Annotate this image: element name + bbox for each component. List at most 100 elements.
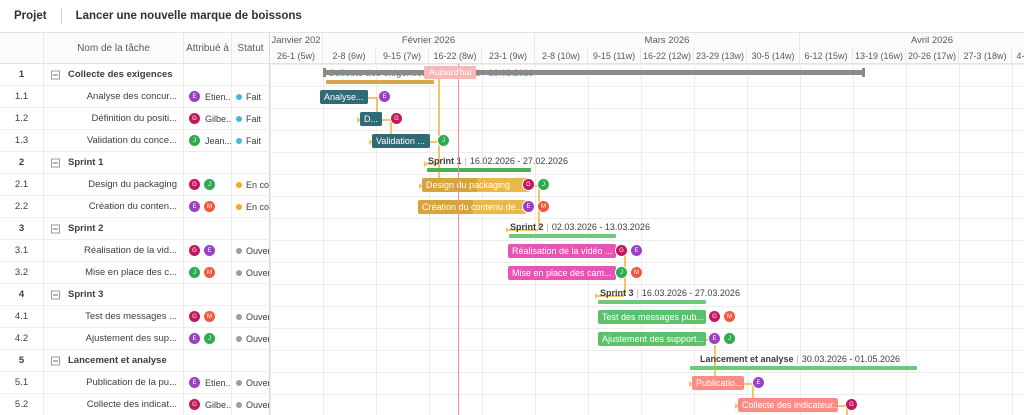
table-row[interactable]: 1.3 Validation du conce... J Jean... Fait xyxy=(0,130,270,152)
row-task-name[interactable]: Collecte des exigences xyxy=(44,64,184,85)
group-summary-bar[interactable] xyxy=(598,300,706,304)
timeline-panel[interactable]: Janvier 202 Février 2026 Mars 2026 Avril 20… xyxy=(270,32,1024,415)
gantt-task-bar[interactable]: Collecte des indicateur... xyxy=(738,398,838,412)
bar-assignee-group[interactable]: G xyxy=(845,398,858,411)
bar-assignee-group[interactable]: E xyxy=(378,90,391,103)
row-task-name[interactable]: Réalisation de la vid... xyxy=(44,240,184,261)
column-header-status[interactable]: Statut xyxy=(232,33,270,63)
avatar[interactable]: G xyxy=(188,112,201,125)
collapse-toggle-icon[interactable] xyxy=(51,158,60,167)
table-row[interactable]: 2 Sprint 1 xyxy=(0,152,270,174)
row-task-name[interactable]: Ajustement des sup... xyxy=(44,328,184,349)
collapse-toggle-icon[interactable] xyxy=(51,356,60,365)
table-row[interactable]: 5.2 Collecte des indicat... G Gilbe... Ouver… xyxy=(0,394,270,415)
row-status[interactable] xyxy=(232,218,270,239)
row-assignees[interactable]: J Jean... xyxy=(184,130,232,151)
avatar[interactable]: J xyxy=(437,134,450,147)
avatar[interactable]: M xyxy=(203,310,216,323)
avatar[interactable]: M xyxy=(537,200,550,213)
row-status[interactable] xyxy=(232,350,270,371)
row-assignees[interactable] xyxy=(184,64,232,85)
row-assignees[interactable]: E Etien... xyxy=(184,372,232,393)
gantt-task-bar[interactable]: Validation ... xyxy=(372,134,430,148)
row-status[interactable]: Ouvert xyxy=(232,240,270,261)
avatar[interactable]: J xyxy=(188,134,201,147)
column-header-assignee[interactable]: Attribué à xyxy=(184,33,232,63)
row-task-name[interactable]: Publication de la pu... xyxy=(44,372,184,393)
group-summary-bar[interactable] xyxy=(427,168,531,172)
row-task-name[interactable]: Mise en place des c... xyxy=(44,262,184,283)
group-summary-bar[interactable] xyxy=(326,80,434,84)
table-row[interactable]: 1 Collecte des exigences xyxy=(0,64,270,86)
row-task-name[interactable]: Définition du positi... xyxy=(44,108,184,129)
row-task-name[interactable]: Test des messages ... xyxy=(44,306,184,327)
avatar[interactable]: E xyxy=(188,200,201,213)
avatar[interactable]: M xyxy=(630,266,643,279)
timeline-body[interactable]: Collecte des exigences|02.02.2026 - 13.0… xyxy=(270,64,1024,415)
avatar[interactable]: E xyxy=(188,90,201,103)
row-status[interactable]: Ouvert xyxy=(232,328,270,349)
bar-assignee-group[interactable]: E xyxy=(752,376,765,389)
avatar[interactable]: E xyxy=(630,244,643,257)
avatar[interactable]: J xyxy=(188,266,201,279)
row-task-name[interactable]: Sprint 1 xyxy=(44,152,184,173)
avatar[interactable]: M xyxy=(203,200,216,213)
avatar[interactable]: J xyxy=(537,178,550,191)
table-row[interactable]: 5 Lancement et analyse xyxy=(0,350,270,372)
table-row[interactable]: 3 Sprint 2 xyxy=(0,218,270,240)
avatar[interactable]: G xyxy=(188,398,201,411)
table-row[interactable]: 4.2 Ajustement des sup... EJ Ouvert xyxy=(0,328,270,350)
avatar[interactable]: E xyxy=(188,376,201,389)
avatar[interactable]: M xyxy=(723,310,736,323)
gantt-task-bar[interactable]: Publicatio... xyxy=(692,376,744,390)
row-status[interactable]: Fait xyxy=(232,108,270,129)
row-status[interactable]: Fait xyxy=(232,130,270,151)
gantt-task-bar[interactable]: Test des messages pub... xyxy=(598,310,706,324)
table-row[interactable]: 2.2 Création du conten... EM En cour xyxy=(0,196,270,218)
row-assignees[interactable]: G Gilbe... xyxy=(184,394,232,415)
row-assignees[interactable]: E Etien... xyxy=(184,86,232,107)
row-assignees[interactable]: G Gilbe... xyxy=(184,108,232,129)
row-status[interactable]: Fait xyxy=(232,86,270,107)
row-status[interactable]: En cour xyxy=(232,196,270,217)
gantt-task-bar[interactable]: Design du packaging xyxy=(422,178,530,192)
avatar[interactable]: J xyxy=(723,332,736,345)
table-row[interactable]: 2.1 Design du packaging GJ En cour xyxy=(0,174,270,196)
avatar[interactable]: G xyxy=(188,244,201,257)
row-task-name[interactable]: Analyse des concur... xyxy=(44,86,184,107)
avatar[interactable]: J xyxy=(203,178,216,191)
avatar[interactable]: M xyxy=(203,266,216,279)
row-task-name[interactable]: Création du conten... xyxy=(44,196,184,217)
row-status[interactable] xyxy=(232,152,270,173)
row-task-name[interactable]: Sprint 2 xyxy=(44,218,184,239)
gantt-task-bar[interactable]: Mise en place des cam... xyxy=(508,266,616,280)
table-row[interactable]: 1.1 Analyse des concur... E Etien... Fait xyxy=(0,86,270,108)
row-task-name[interactable]: Validation du conce... xyxy=(44,130,184,151)
avatar[interactable]: E xyxy=(188,332,201,345)
collapse-toggle-icon[interactable] xyxy=(51,70,60,79)
table-row[interactable]: 4.1 Test des messages ... GM Ouvert xyxy=(0,306,270,328)
row-assignees[interactable] xyxy=(184,152,232,173)
gantt-task-bar[interactable]: Création du contenu de... xyxy=(418,200,526,214)
row-status[interactable] xyxy=(232,284,270,305)
table-row[interactable]: 4 Sprint 3 xyxy=(0,284,270,306)
bar-assignee-group[interactable]: J xyxy=(437,134,450,147)
row-task-name[interactable]: Lancement et analyse xyxy=(44,350,184,371)
table-row[interactable]: 3.1 Réalisation de la vid... GE Ouvert xyxy=(0,240,270,262)
group-summary-bar[interactable] xyxy=(509,234,616,238)
gantt-task-bar[interactable]: Analyse... xyxy=(320,90,368,104)
row-status[interactable]: Ouvert xyxy=(232,262,270,283)
gantt-task-bar[interactable]: Réalisation de la vidéo ... xyxy=(508,244,616,258)
avatar[interactable]: G xyxy=(390,112,403,125)
collapse-toggle-icon[interactable] xyxy=(51,224,60,233)
avatar[interactable]: E xyxy=(752,376,765,389)
row-task-name[interactable]: Sprint 3 xyxy=(44,284,184,305)
